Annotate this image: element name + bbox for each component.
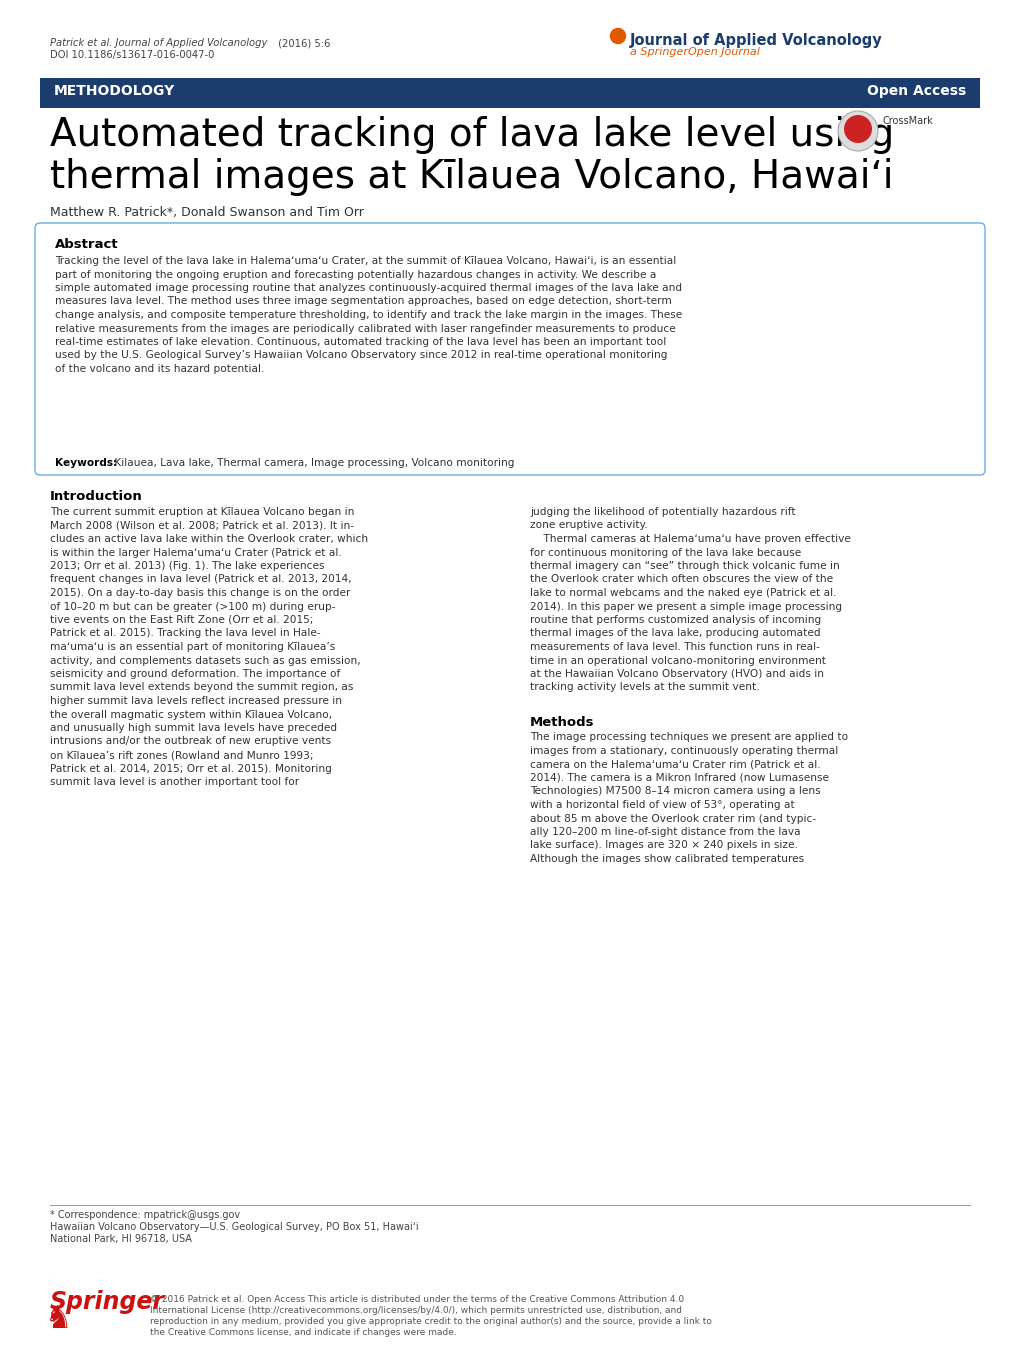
Text: measures lava level. The method uses three image segmentation approaches, based : measures lava level. The method uses thr… [55,297,672,306]
Text: the overall magmatic system within Kīlauea Volcano,: the overall magmatic system within Kīlau… [50,710,332,720]
Text: DOI 10.1186/s13617-016-0047-0: DOI 10.1186/s13617-016-0047-0 [50,50,214,60]
Text: ♞: ♞ [44,1305,71,1335]
Text: lake to normal webcams and the naked eye (Patrick et al.: lake to normal webcams and the naked eye… [530,588,836,598]
Text: zone eruptive activity.: zone eruptive activity. [530,520,647,531]
Text: higher summit lava levels reflect increased pressure in: higher summit lava levels reflect increa… [50,696,341,706]
Circle shape [843,115,871,144]
Text: 2015). On a day-to-day basis this change is on the order: 2015). On a day-to-day basis this change… [50,588,351,598]
Text: summit lava level extends beyond the summit region, as: summit lava level extends beyond the sum… [50,683,353,692]
Text: on Kīlauea’s rift zones (Rowland and Munro 1993;: on Kīlauea’s rift zones (Rowland and Mun… [50,751,313,760]
Text: lake surface). Images are 320 × 240 pixels in size.: lake surface). Images are 320 × 240 pixe… [530,840,797,851]
Circle shape [838,111,877,150]
Text: Patrick et al. 2014, 2015; Orr et al. 2015). Monitoring: Patrick et al. 2014, 2015; Orr et al. 20… [50,763,331,774]
Text: 2013; Orr et al. 2013) (Fig. 1). The lake experiences: 2013; Orr et al. 2013) (Fig. 1). The lak… [50,561,324,570]
Text: time in an operational volcano-monitoring environment: time in an operational volcano-monitorin… [530,656,825,665]
Text: 2014). The camera is a Mikron Infrared (now Lumasense: 2014). The camera is a Mikron Infrared (… [530,772,828,783]
Text: used by the U.S. Geological Survey’s Hawaiian Volcano Observatory since 2012 in : used by the U.S. Geological Survey’s Haw… [55,351,666,360]
Text: a SpringerOpen Journal: a SpringerOpen Journal [630,47,759,57]
Text: International License (http://creativecommons.org/licenses/by/4.0/), which permi: International License (http://creativeco… [150,1306,682,1314]
Text: real-time estimates of lake elevation. Continuous, automated tracking of the lav: real-time estimates of lake elevation. C… [55,337,665,347]
Text: National Park, HI 96718, USA: National Park, HI 96718, USA [50,1234,192,1244]
Text: seismicity and ground deformation. The importance of: seismicity and ground deformation. The i… [50,669,340,679]
Text: the Creative Commons license, and indicate if changes were made.: the Creative Commons license, and indica… [150,1328,457,1337]
Text: maʻumaʻu is an essential part of monitoring Kīlauea’s: maʻumaʻu is an essential part of monitor… [50,642,335,652]
Text: Technologies) M7500 8–14 micron camera using a lens: Technologies) M7500 8–14 micron camera u… [530,786,820,797]
Text: simple automated image processing routine that analyzes continuously-acquired th: simple automated image processing routin… [55,283,682,293]
Text: about 85 m above the Overlook crater rim (and typic-: about 85 m above the Overlook crater rim… [530,813,815,824]
Text: reproduction in any medium, provided you give appropriate credit to the original: reproduction in any medium, provided you… [150,1317,711,1327]
Text: Abstract: Abstract [55,238,118,251]
Text: Although the images show calibrated temperatures: Although the images show calibrated temp… [530,854,803,864]
Text: Methods: Methods [530,715,594,729]
Text: Open Access: Open Access [866,84,965,98]
Text: 2014). In this paper we present a simple image processing: 2014). In this paper we present a simple… [530,602,842,611]
Text: measurements of lava level. This function runs in real-: measurements of lava level. This functio… [530,642,819,652]
Circle shape [610,28,625,43]
Text: Springer: Springer [50,1290,165,1314]
Text: Matthew R. Patrick*, Donald Swanson and Tim Orr: Matthew R. Patrick*, Donald Swanson and … [50,206,364,220]
Text: thermal images of the lava lake, producing automated: thermal images of the lava lake, produci… [530,629,820,638]
Text: change analysis, and composite temperature thresholding, to identify and track t: change analysis, and composite temperatu… [55,310,682,320]
Text: March 2008 (Wilson et al. 2008; Patrick et al. 2013). It in-: March 2008 (Wilson et al. 2008; Patrick … [50,520,354,531]
Text: images from a stationary, continuously operating thermal: images from a stationary, continuously o… [530,747,838,756]
Text: part of monitoring the ongoing eruption and forecasting potentially hazardous ch: part of monitoring the ongoing eruption … [55,270,656,279]
Text: © 2016 Patrick et al. Open Access This article is distributed under the terms of: © 2016 Patrick et al. Open Access This a… [150,1295,684,1304]
Text: cludes an active lava lake within the Overlook crater, which: cludes an active lava lake within the Ov… [50,534,368,543]
Text: METHODOLOGY: METHODOLOGY [54,84,175,98]
Text: thermal imagery can “see” through thick volcanic fume in: thermal imagery can “see” through thick … [530,561,839,570]
Text: Patrick et al. 2015). Tracking the lava level in Hale-: Patrick et al. 2015). Tracking the lava … [50,629,320,638]
Text: The image processing techniques we present are applied to: The image processing techniques we prese… [530,733,847,743]
Text: intrusions and/or the outbreak of new eruptive vents: intrusions and/or the outbreak of new er… [50,737,331,747]
Text: is within the larger Halemaʻumaʻu Crater (Patrick et al.: is within the larger Halemaʻumaʻu Crater… [50,547,341,557]
Text: Introduction: Introduction [50,491,143,503]
Text: with a horizontal field of view of 53°, operating at: with a horizontal field of view of 53°, … [530,799,794,810]
Text: summit lava level is another important tool for: summit lava level is another important t… [50,776,299,787]
Text: judging the likelihood of potentially hazardous rift: judging the likelihood of potentially ha… [530,507,795,518]
Text: routine that performs customized analysis of incoming: routine that performs customized analysi… [530,615,820,625]
Text: of 10–20 m but can be greater (>100 m) during erup-: of 10–20 m but can be greater (>100 m) d… [50,602,335,611]
Text: for continuous monitoring of the lava lake because: for continuous monitoring of the lava la… [530,547,801,557]
Text: camera on the Halemaʻumaʻu Crater rim (Patrick et al.: camera on the Halemaʻumaʻu Crater rim (P… [530,760,820,770]
Text: Tracking the level of the lava lake in Halemaʻumaʻu Crater, at the summit of Kīl: Tracking the level of the lava lake in H… [55,256,676,266]
Text: Journal of Applied Volcanology: Journal of Applied Volcanology [630,33,881,47]
Text: Thermal cameras at Halemaʻumaʻu have proven effective: Thermal cameras at Halemaʻumaʻu have pro… [530,534,850,543]
Text: the Overlook crater which often obscures the view of the: the Overlook crater which often obscures… [530,575,833,584]
FancyBboxPatch shape [35,224,984,476]
Text: (2016) 5:6: (2016) 5:6 [275,38,330,47]
Text: and unusually high summit lava levels have preceded: and unusually high summit lava levels ha… [50,724,337,733]
Text: activity, and complements datasets such as gas emission,: activity, and complements datasets such … [50,656,361,665]
Text: * Correspondence: mpatrick@usgs.gov: * Correspondence: mpatrick@usgs.gov [50,1210,239,1220]
Text: frequent changes in lava level (Patrick et al. 2013, 2014,: frequent changes in lava level (Patrick … [50,575,352,584]
FancyBboxPatch shape [38,1257,131,1327]
Bar [40,79,979,108]
Text: The current summit eruption at Kīlauea Volcano began in: The current summit eruption at Kīlauea V… [50,507,354,518]
Text: Hawaiian Volcano Observatory—U.S. Geological Survey, PO Box 51, Hawaiʻi: Hawaiian Volcano Observatory—U.S. Geolog… [50,1222,418,1232]
Text: tive events on the East Rift Zone (Orr et al. 2015;: tive events on the East Rift Zone (Orr e… [50,615,313,625]
Text: ally 120–200 m line-of-sight distance from the lava: ally 120–200 m line-of-sight distance fr… [530,827,800,837]
Text: thermal images at Kīlauea Volcano, Hawaiʻi: thermal images at Kīlauea Volcano, Hawai… [50,159,893,196]
Text: at the Hawaiian Volcano Observatory (HVO) and aids in: at the Hawaiian Volcano Observatory (HVO… [530,669,823,679]
Text: tracking activity levels at the summit vent.: tracking activity levels at the summit v… [530,683,759,692]
Text: Automated tracking of lava lake level using: Automated tracking of lava lake level us… [50,117,894,154]
Text: relative measurements from the images are periodically calibrated with laser ran: relative measurements from the images ar… [55,324,676,333]
Text: Kilauea, Lava lake, Thermal camera, Image processing, Volcano monitoring: Kilauea, Lava lake, Thermal camera, Imag… [111,458,514,467]
Text: CrossMark: CrossMark [882,117,932,126]
Text: Keywords:: Keywords: [55,458,117,467]
Text: of the volcano and its hazard potential.: of the volcano and its hazard potential. [55,364,264,374]
Text: Patrick et al. Journal of Applied Volcanology: Patrick et al. Journal of Applied Volcan… [50,38,267,47]
